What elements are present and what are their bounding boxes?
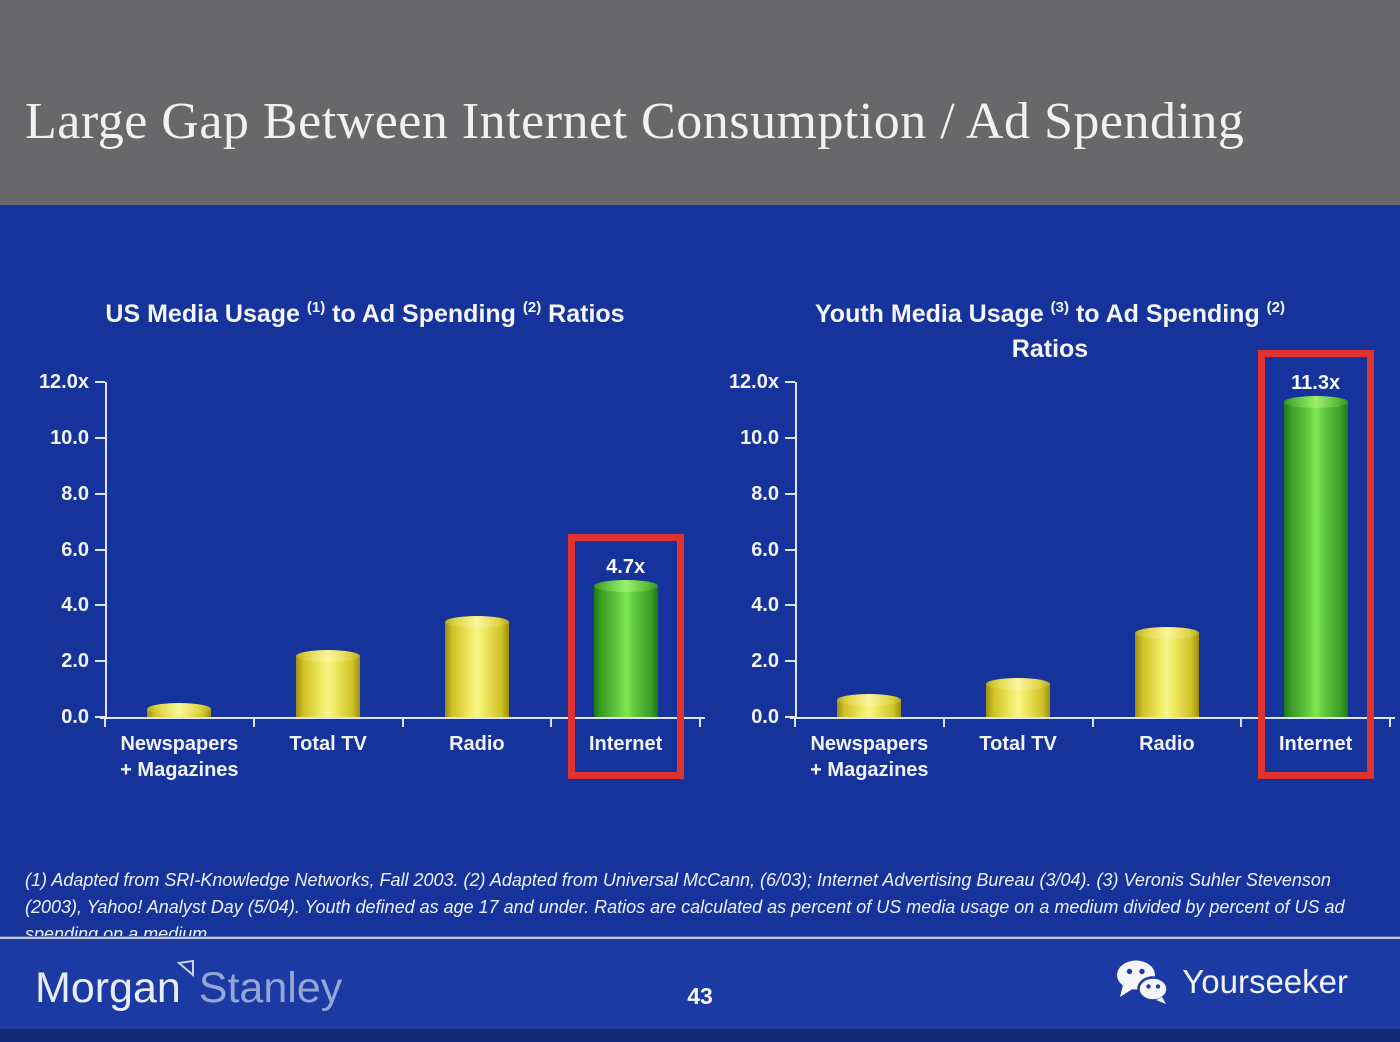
y-tick-label: 0.0 [751,706,779,728]
x-tick [401,719,404,727]
yourseeker-logo: Yourseeker [1116,959,1348,1005]
y-tick [785,492,795,495]
y-axis [105,382,107,719]
highlight-box [1257,349,1374,779]
y-tick [95,604,105,607]
us-media-usage-chart: 12.0x 10.0 8.0 6.0 4.0 2.0 0.0 Newspapers + Mag… [25,371,715,835]
x-tick [942,719,945,727]
x-tick [1389,719,1391,727]
bar-newspapers [837,694,902,717]
morgan-stanley-logo: Morgan Stanley [35,960,343,1012]
bar-total-tv [986,677,1051,717]
title-text: to Ad Spending [1069,300,1267,328]
y-tick-label: 6.0 [61,538,89,561]
y-tick-label: 6.0 [751,538,779,561]
category-label: Internet [1278,733,1353,755]
morgan-stanley-logo-word1: Morgan [35,964,181,1012]
title-superscript: (2) [522,299,542,316]
category-label: Total TV [979,733,1057,755]
y-axis [795,382,797,719]
footer-bottom-strip [0,1029,1400,1042]
x-tick [550,719,553,727]
y-tick [95,548,105,551]
slide-footer: Morgan Stanley 43 Yourseeker [0,941,1400,1042]
x-tick [699,719,701,727]
yourseeker-logo-text: Yourseeker [1182,963,1348,1000]
y-tick-label: 12.0x [38,371,89,393]
y-tick [785,716,795,718]
y-tick-label: 12.0x [728,371,779,393]
y-tick [785,660,795,663]
title-superscript: (3) [1050,299,1070,316]
bar-value-label: 4.7x [606,555,646,578]
bar-newspapers [147,702,212,717]
x-tick [794,719,796,727]
x-tick [104,719,106,727]
title-text: Ratios [1011,335,1089,363]
wechat-icon [1117,960,1170,1004]
y-tick-label: 2.0 [61,650,89,673]
y-tick [785,548,795,551]
bar-total-tv [296,649,361,717]
category-label: Newspapers + Magazines [120,733,239,781]
title-text: US Media Usage [105,300,307,328]
category-label: Radio [1139,733,1195,755]
highlight-box [567,533,684,779]
page-title: Large Gap Between Internet Consumption /… [25,93,1245,150]
morgan-stanley-logo-word2: Stanley [198,964,343,1012]
y-tick [785,604,795,607]
page-number: 43 [687,983,713,1009]
x-tick [1240,719,1243,727]
y-tick [785,381,795,383]
y-tick-label: 4.0 [751,594,779,617]
category-label: Total TV [289,733,367,755]
y-tick-label: 8.0 [61,482,89,505]
x-axis [790,717,1395,719]
category-label: Internet [588,733,663,755]
y-tick [95,660,105,663]
title-text: Ratios [541,300,625,328]
x-tick [1091,719,1094,727]
y-tick [95,716,105,718]
y-tick [95,492,105,495]
bar-internet [593,579,658,717]
category-label: Newspapers + Magazines [810,733,929,781]
y-tick-label: 0.0 [61,706,89,728]
y-tick-label: 10.0 [740,426,779,449]
y-tick [95,436,105,439]
morgan-stanley-triangle-icon [176,960,194,978]
y-tick-label: 10.0 [50,426,89,449]
y-tick-label: 4.0 [61,594,89,617]
slide-body: US Media Usage (1) to Ad Spending (2) Ra… [0,205,1400,1042]
y-tick-label: 2.0 [751,650,779,673]
slide-header: Large Gap Between Internet Consumption /… [0,0,1400,205]
y-tick-label: 8.0 [751,482,779,505]
x-tick [252,719,255,727]
x-axis [100,717,705,719]
bar-internet [1283,395,1348,717]
y-tick [785,436,795,439]
title-text: to Ad Spending [325,300,523,328]
title-superscript: (1) [306,299,326,316]
y-tick [95,381,105,383]
category-label: Radio [449,733,505,755]
title-superscript: (2) [1266,299,1286,316]
title-text: Youth Media Usage [814,300,1051,328]
bar-radio [1134,627,1199,717]
bar-radio [444,616,509,717]
bar-value-label: 11.3x [1291,371,1341,394]
footnote-divider [0,936,1400,941]
youth-media-usage-chart: 12.0x 10.0 8.0 6.0 4.0 2.0 0.0 Newspapers + Mag… [715,349,1400,835]
right-chart-title: Youth Media Usage (3) to Ad Spending (2)… [745,290,1355,367]
left-chart-title: US Media Usage (1) to Ad Spending (2) Ra… [60,290,670,332]
